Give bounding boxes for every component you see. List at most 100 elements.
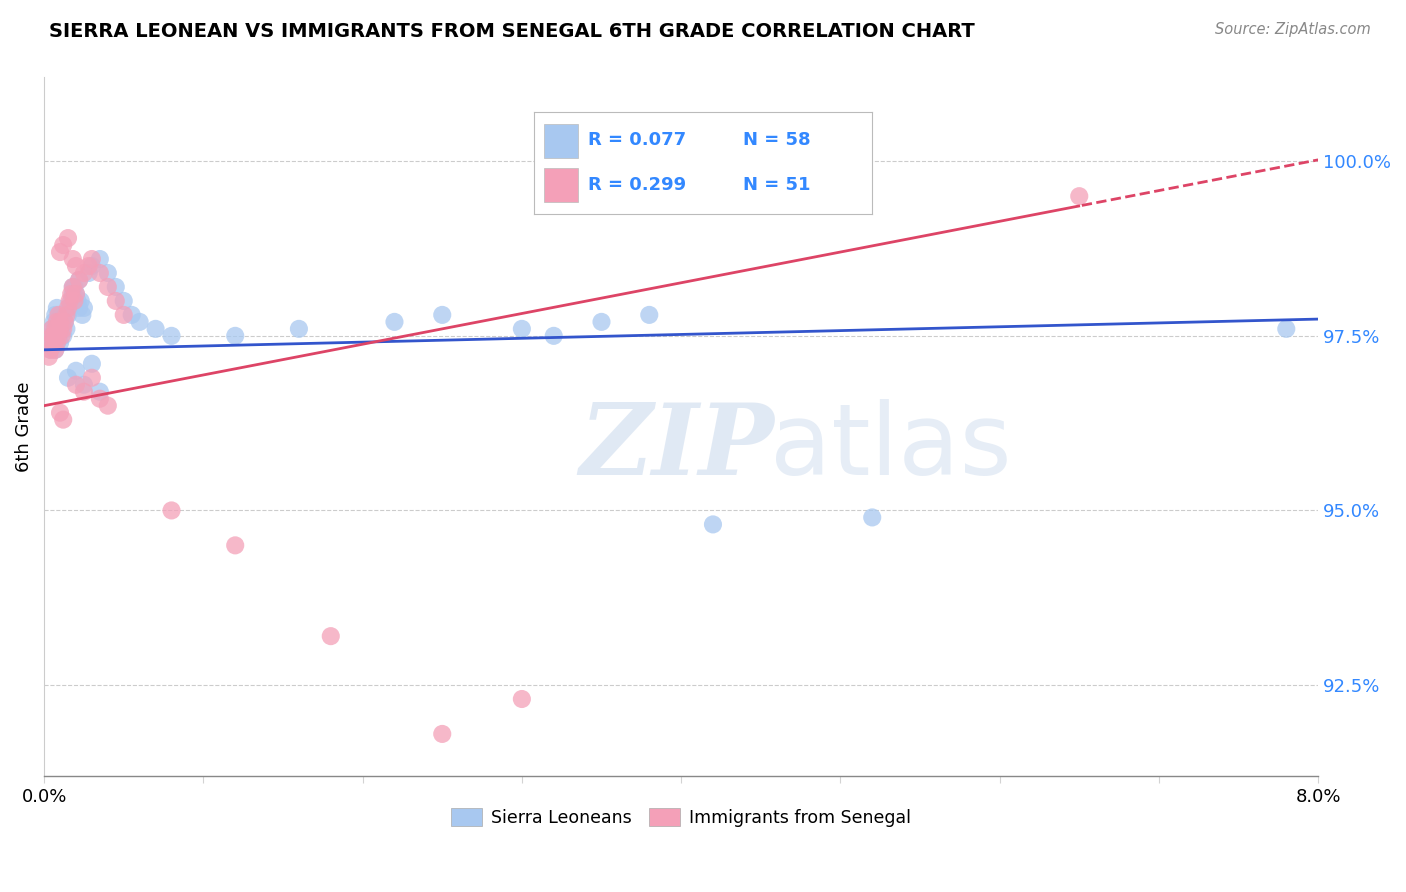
Point: [55, 308, 77, 322]
Point: [58, 301, 80, 315]
Point: [80, 259, 103, 273]
Point: [224, 538, 246, 552]
Point: [65, 364, 87, 378]
Point: [42, 315, 65, 329]
Point: [1069, 189, 1091, 203]
Point: [65, 287, 87, 301]
Point: [1275, 322, 1298, 336]
Text: ZIP: ZIP: [579, 400, 775, 496]
Point: [49, 335, 72, 350]
Point: [48, 308, 70, 322]
Point: [638, 308, 661, 322]
Point: [591, 315, 613, 329]
Point: [112, 293, 135, 308]
Point: [39, 343, 62, 357]
Point: [48, 329, 70, 343]
Legend: Sierra Leoneans, Immigrants from Senegal: Sierra Leoneans, Immigrants from Senegal: [444, 801, 918, 833]
Point: [42, 329, 65, 343]
Point: [44, 343, 66, 357]
Point: [39, 329, 62, 343]
Point: [121, 308, 143, 322]
Point: [52, 329, 75, 343]
Point: [44, 343, 66, 357]
Point: [80, 252, 103, 266]
Point: [39, 343, 62, 357]
Point: [319, 629, 342, 643]
Point: [49, 315, 72, 329]
Point: [65, 377, 87, 392]
Point: [63, 280, 86, 294]
Point: [62, 252, 84, 266]
Point: [44, 322, 66, 336]
Text: atlas: atlas: [770, 399, 1012, 496]
Point: [80, 370, 103, 384]
Text: SIERRA LEONEAN VS IMMIGRANTS FROM SENEGAL 6TH GRADE CORRELATION CHART: SIERRA LEONEAN VS IMMIGRANTS FROM SENEGA…: [49, 22, 974, 41]
Point: [67, 273, 90, 287]
Bar: [544, 168, 578, 202]
Point: [66, 293, 89, 308]
Point: [860, 510, 883, 524]
Point: [112, 308, 135, 322]
Point: [56, 308, 79, 322]
Point: [77, 266, 100, 280]
Point: [51, 322, 73, 336]
Point: [160, 329, 183, 343]
Point: [80, 357, 103, 371]
Point: [145, 322, 167, 336]
Point: [432, 308, 454, 322]
Point: [41, 322, 63, 336]
Point: [62, 280, 84, 294]
Point: [49, 322, 72, 336]
Point: [45, 335, 67, 350]
Point: [38, 350, 60, 364]
Point: [89, 252, 111, 266]
Text: R = 0.299: R = 0.299: [588, 177, 686, 194]
Point: [58, 293, 80, 308]
Point: [97, 280, 120, 294]
Y-axis label: 6th Grade: 6th Grade: [15, 382, 32, 472]
Point: [48, 322, 70, 336]
Point: [60, 287, 83, 301]
Point: [73, 301, 96, 315]
Point: [63, 293, 86, 308]
Point: [288, 322, 311, 336]
Point: [53, 315, 76, 329]
Point: [128, 315, 150, 329]
Point: [41, 329, 63, 343]
Point: [51, 329, 73, 343]
Point: [56, 301, 79, 315]
Point: [510, 322, 533, 336]
Point: [42, 329, 65, 343]
Text: Source: ZipAtlas.com: Source: ZipAtlas.com: [1215, 22, 1371, 37]
Point: [41, 322, 63, 336]
Point: [42, 335, 65, 350]
Point: [97, 399, 120, 413]
Point: [104, 293, 127, 308]
Point: [62, 280, 84, 294]
Point: [49, 245, 72, 260]
Point: [69, 293, 91, 308]
Point: [73, 384, 96, 399]
Point: [432, 727, 454, 741]
Point: [44, 308, 66, 322]
Point: [89, 392, 111, 406]
Point: [73, 377, 96, 392]
Point: [56, 231, 79, 245]
Point: [65, 259, 87, 273]
Point: [384, 315, 406, 329]
Point: [56, 370, 79, 384]
Point: [52, 412, 75, 426]
Bar: [544, 124, 578, 158]
Point: [89, 384, 111, 399]
Point: [49, 406, 72, 420]
Point: [160, 503, 183, 517]
Point: [510, 692, 533, 706]
Point: [65, 287, 87, 301]
Point: [49, 315, 72, 329]
Point: [55, 322, 77, 336]
Point: [77, 259, 100, 273]
Point: [41, 335, 63, 350]
Point: [702, 517, 724, 532]
Point: [97, 266, 120, 280]
Point: [39, 335, 62, 350]
